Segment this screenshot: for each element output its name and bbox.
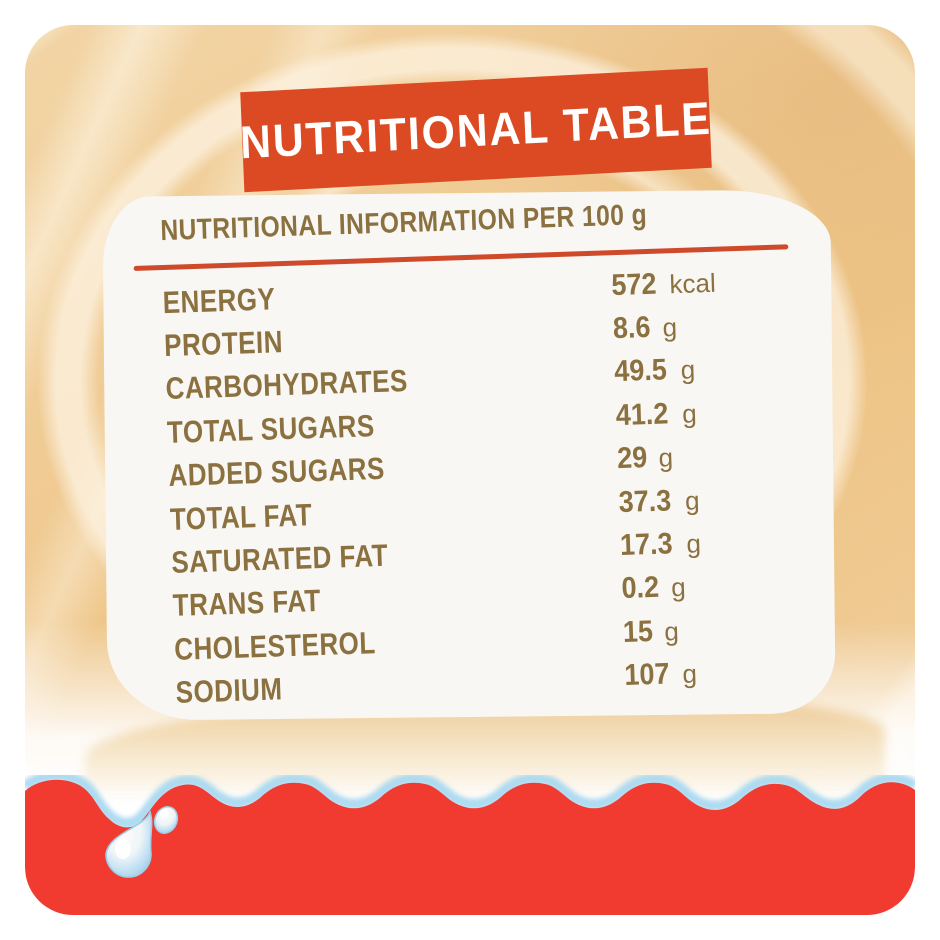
badge-label: NUTRITIONAL TABLE: [239, 91, 713, 169]
red-footer-band: [25, 779, 915, 915]
panel-title: NUTRITIONAL INFORMATION PER 100 g: [159, 198, 648, 248]
row-value: 17.3 g: [619, 527, 702, 563]
nutrition-panel: NUTRITIONAL INFORMATION PER 100 g ENERGY…: [102, 189, 836, 721]
row-value: 0.2 g: [620, 571, 687, 606]
label-card: NUTRITIONAL TABLE NUTRITIONAL INFORMATIO…: [25, 25, 915, 915]
row-label: TRANS FAT: [172, 583, 322, 624]
row-value: 41.2 g: [615, 397, 698, 432]
nutrition-table-badge: NUTRITIONAL TABLE: [239, 67, 713, 193]
nutrition-table: ENERGY 572 kcal PROTEIN 8.6 g CARBOHYDRATE…: [99, 259, 841, 717]
row-label: ENERGY: [162, 281, 276, 320]
row-label: SATURATED FAT: [170, 537, 389, 580]
row-value: 37.3 g: [618, 483, 700, 519]
row-label: SODIUM: [175, 671, 283, 711]
milk-drip-icon: [105, 809, 153, 878]
row-value: 8.6 g: [612, 311, 678, 346]
row-label: PROTEIN: [163, 324, 284, 364]
row-value: 572 kcal: [610, 267, 717, 302]
row-label: TOTAL SUGARS: [166, 407, 376, 450]
row-value: 15 g: [622, 614, 680, 649]
row-label: CARBOHYDRATES: [165, 363, 409, 407]
nutrition-panel-content: NUTRITIONAL INFORMATION PER 100 g ENERGY…: [97, 181, 842, 729]
milk-foam-stroke: [25, 775, 915, 829]
row-value: 107 g: [623, 657, 698, 693]
row-label: TOTAL FAT: [169, 496, 313, 537]
milk-droplet-icon: [153, 806, 179, 834]
row-label: CHOLESTEROL: [173, 625, 377, 667]
milk-wave-graphic: [25, 775, 915, 915]
row-label: ADDED SUGARS: [167, 451, 386, 494]
row-value: 29 g: [616, 441, 674, 476]
row-value: 49.5 g: [613, 353, 696, 389]
